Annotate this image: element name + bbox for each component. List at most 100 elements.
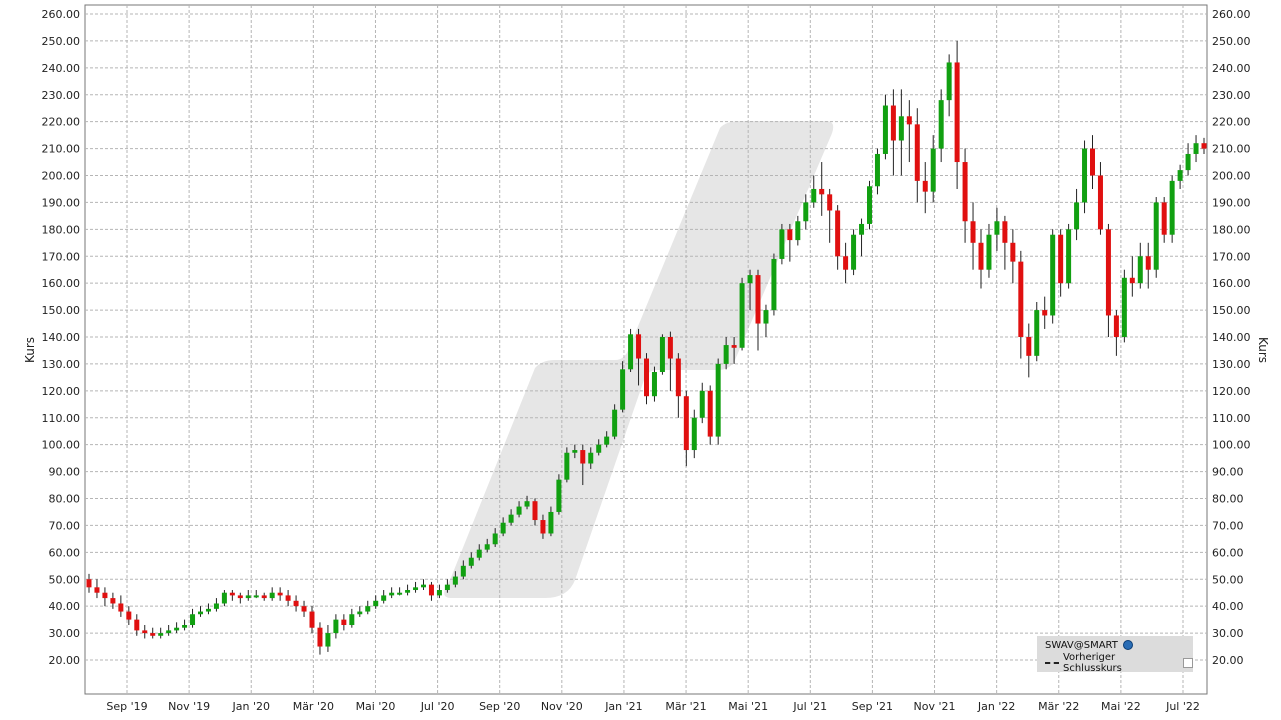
candle-body: [1121, 277, 1127, 337]
candle: [452, 571, 458, 588]
y-tick-label-left: 70.00: [49, 519, 81, 532]
candle: [739, 277, 745, 351]
candle-body: [476, 549, 482, 558]
candle: [612, 404, 618, 440]
candle: [94, 579, 100, 599]
candle: [341, 614, 347, 631]
candle-body: [245, 595, 251, 599]
candle-body: [460, 565, 466, 577]
candle: [787, 223, 793, 262]
candle-body: [1002, 221, 1008, 243]
candle: [413, 581, 419, 593]
candle-body: [859, 223, 865, 235]
candles: [86, 40, 1207, 655]
candle-body: [142, 630, 148, 634]
candle: [604, 431, 610, 448]
y-tick-label-right: 70.00: [1212, 519, 1244, 532]
candle: [524, 495, 530, 510]
candle: [1050, 229, 1056, 324]
x-tick-label: Mär '21: [665, 700, 706, 713]
candle-body: [341, 619, 347, 626]
candle: [675, 353, 681, 418]
candle-body: [835, 210, 841, 257]
candle: [779, 223, 785, 265]
candle: [516, 501, 522, 518]
y-tick-label-left: 50.00: [49, 573, 81, 586]
y-axis-left: 20.00 30.00 40.00 50.00 60.00 70.00 80.00 90.00…: [42, 8, 81, 667]
y-tick-label-right: 40.00: [1212, 600, 1244, 613]
candle-body: [309, 611, 315, 628]
candle-body: [205, 608, 211, 612]
candle-body: [890, 105, 896, 141]
candle: [890, 89, 896, 176]
y-tick-label-left: 230.00: [42, 89, 81, 102]
candle: [325, 625, 331, 652]
globe-icon[interactable]: [1122, 640, 1133, 650]
y-tick-label-right: 260.00: [1212, 8, 1251, 21]
candle-body: [261, 595, 267, 599]
candle: [86, 573, 92, 593]
y-tick-label-right: 230.00: [1212, 89, 1251, 102]
legend-previous-close: Vorheriger Schlusskurs: [1037, 652, 1193, 674]
y-tick-label-right: 120.00: [1212, 385, 1251, 398]
candle-body: [1137, 256, 1143, 284]
x-tick-label: Jan '22: [977, 700, 1015, 713]
y-tick-label-right: 90.00: [1212, 466, 1244, 479]
candle: [1201, 137, 1207, 154]
candle-body: [755, 275, 761, 324]
checkbox-icon[interactable]: [1183, 658, 1193, 668]
candle-body: [1058, 234, 1064, 284]
x-tick-label: Jul '20: [420, 700, 455, 713]
candle: [1169, 175, 1175, 243]
candle: [333, 614, 339, 639]
candle: [707, 385, 713, 445]
candle-body: [715, 363, 721, 437]
y-tick-label-right: 60.00: [1212, 546, 1244, 559]
candle-body: [1050, 234, 1056, 316]
candle: [1018, 250, 1024, 359]
y-tick-label-right: 80.00: [1212, 493, 1244, 506]
candle-body: [508, 514, 514, 523]
y-tick-label-right: 30.00: [1212, 627, 1244, 640]
candle-body: [930, 148, 936, 192]
legend-instrument-label: SWAV@SMART: [1045, 639, 1118, 651]
candle: [460, 560, 466, 580]
candle: [938, 89, 944, 163]
legend: SWAV@SMART Vorheriger Schlusskurs: [1037, 636, 1193, 674]
x-tick-label: Mär '20: [293, 700, 334, 713]
candle: [930, 135, 936, 203]
y-tick-label-left: 90.00: [49, 466, 81, 479]
candle-body: [540, 520, 546, 534]
candle-body: [914, 124, 920, 181]
candle: [468, 552, 474, 569]
candle: [444, 579, 450, 593]
candle-body: [1074, 202, 1080, 230]
y-tick-label-right: 50.00: [1212, 573, 1244, 586]
candle-body: [516, 506, 522, 515]
candle-body: [373, 600, 379, 607]
candle-body: [1161, 202, 1167, 235]
candle: [683, 390, 689, 467]
y-tick-label-right: 190.00: [1212, 196, 1251, 209]
candle: [667, 331, 673, 391]
candle-body: [524, 501, 530, 507]
candle-body: [333, 619, 339, 634]
x-tick-label: Jul '22: [1165, 700, 1200, 713]
candle-body: [190, 614, 196, 626]
candle-body: [795, 221, 801, 241]
candle-body: [166, 630, 172, 634]
candle: [922, 162, 928, 214]
candle-body: [468, 557, 474, 566]
candle-body: [86, 579, 92, 588]
candle: [190, 608, 196, 628]
candle: [954, 40, 960, 189]
candle-body: [237, 595, 243, 599]
candle-body: [572, 450, 578, 453]
candle: [365, 600, 371, 615]
candle: [349, 608, 355, 628]
candle-body: [1193, 143, 1199, 154]
candle-body: [213, 603, 219, 609]
candle-body: [803, 202, 809, 222]
candle: [389, 587, 395, 599]
candle-body: [277, 592, 283, 596]
